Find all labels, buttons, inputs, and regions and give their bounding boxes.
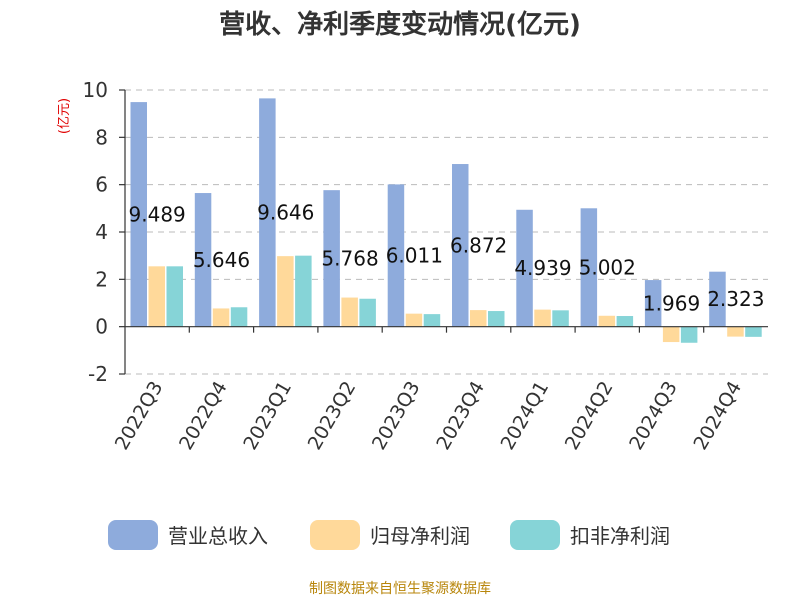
bar	[405, 313, 423, 327]
x-tick-label: 2023Q2	[304, 378, 361, 454]
bar	[423, 314, 441, 327]
data-label: 6.011	[386, 244, 443, 268]
data-labels: 9.489 5.646 9.646 5.768 6.011 6.872 4.939 5.002…	[129, 201, 765, 316]
y-tick-label: 4	[95, 220, 108, 244]
y-tick-label: 0	[95, 315, 108, 339]
bar	[727, 326, 744, 337]
bar	[166, 266, 183, 327]
grid-lines	[125, 89, 768, 375]
x-tick-label: 2023Q1	[239, 378, 296, 454]
y-tick-label: 6	[95, 173, 108, 197]
legend-swatch	[310, 520, 360, 550]
bar	[341, 297, 358, 327]
data-label: 5.646	[193, 248, 250, 272]
chart-title: 营收、净利季度变动情况(亿元)	[219, 9, 581, 40]
bar	[580, 208, 598, 327]
source-note: 制图数据来自恒生聚源数据库	[309, 581, 491, 597]
y-tick-label: 10	[83, 78, 108, 102]
bars	[130, 98, 762, 343]
bar	[470, 310, 487, 327]
y-tick-label: -2	[88, 362, 108, 386]
bar	[552, 310, 569, 327]
x-tick-label: 2024Q4	[689, 378, 746, 454]
bar	[387, 184, 405, 327]
data-label: 9.489	[129, 202, 186, 226]
bar	[616, 316, 634, 327]
bar	[709, 271, 726, 327]
bar	[516, 209, 533, 327]
bar	[745, 326, 762, 337]
data-label: 6.872	[450, 233, 507, 257]
legend[interactable]: 营业总收入 归母净利润 扣非净利润	[108, 520, 670, 550]
x-tick-label: 2023Q3	[368, 378, 425, 454]
bar	[230, 307, 248, 327]
bar	[277, 256, 294, 327]
bar	[452, 164, 469, 327]
legend-swatch	[510, 520, 560, 550]
data-label: 4.939	[514, 256, 571, 280]
bar	[644, 280, 662, 327]
data-label: 5.002	[579, 255, 636, 279]
bar	[488, 311, 505, 327]
y-axis-label: (亿元)	[57, 98, 72, 134]
data-label: 1.969	[643, 291, 700, 315]
bar	[259, 98, 276, 327]
bar	[662, 326, 680, 343]
data-label: 9.646	[257, 201, 314, 225]
x-tick-label: 2024Q2	[561, 378, 618, 454]
y-tick-label: 8	[95, 125, 108, 149]
x-tick-label: 2024Q3	[625, 378, 682, 454]
bar	[212, 308, 230, 327]
bar	[598, 315, 616, 327]
legend-label: 扣非净利润	[570, 524, 670, 548]
data-label: 5.768	[321, 246, 378, 270]
bar	[295, 255, 312, 327]
legend-label: 归母净利润	[370, 524, 470, 548]
x-tick-label: 2022Q4	[175, 378, 232, 454]
bar	[323, 190, 340, 327]
bar	[148, 266, 165, 327]
bar	[130, 102, 147, 327]
x-tick-label: 2023Q4	[432, 378, 489, 454]
legend-swatch	[108, 520, 158, 550]
bar	[534, 309, 551, 327]
y-tick-label: 2	[95, 267, 108, 291]
bar	[194, 193, 212, 327]
bar	[680, 326, 698, 343]
x-tick-label: 2022Q3	[111, 378, 168, 454]
x-tick-label: 2024Q1	[497, 378, 554, 454]
legend-label: 营业总收入	[168, 524, 268, 548]
data-label: 2.323	[707, 287, 764, 311]
bar	[359, 298, 376, 327]
